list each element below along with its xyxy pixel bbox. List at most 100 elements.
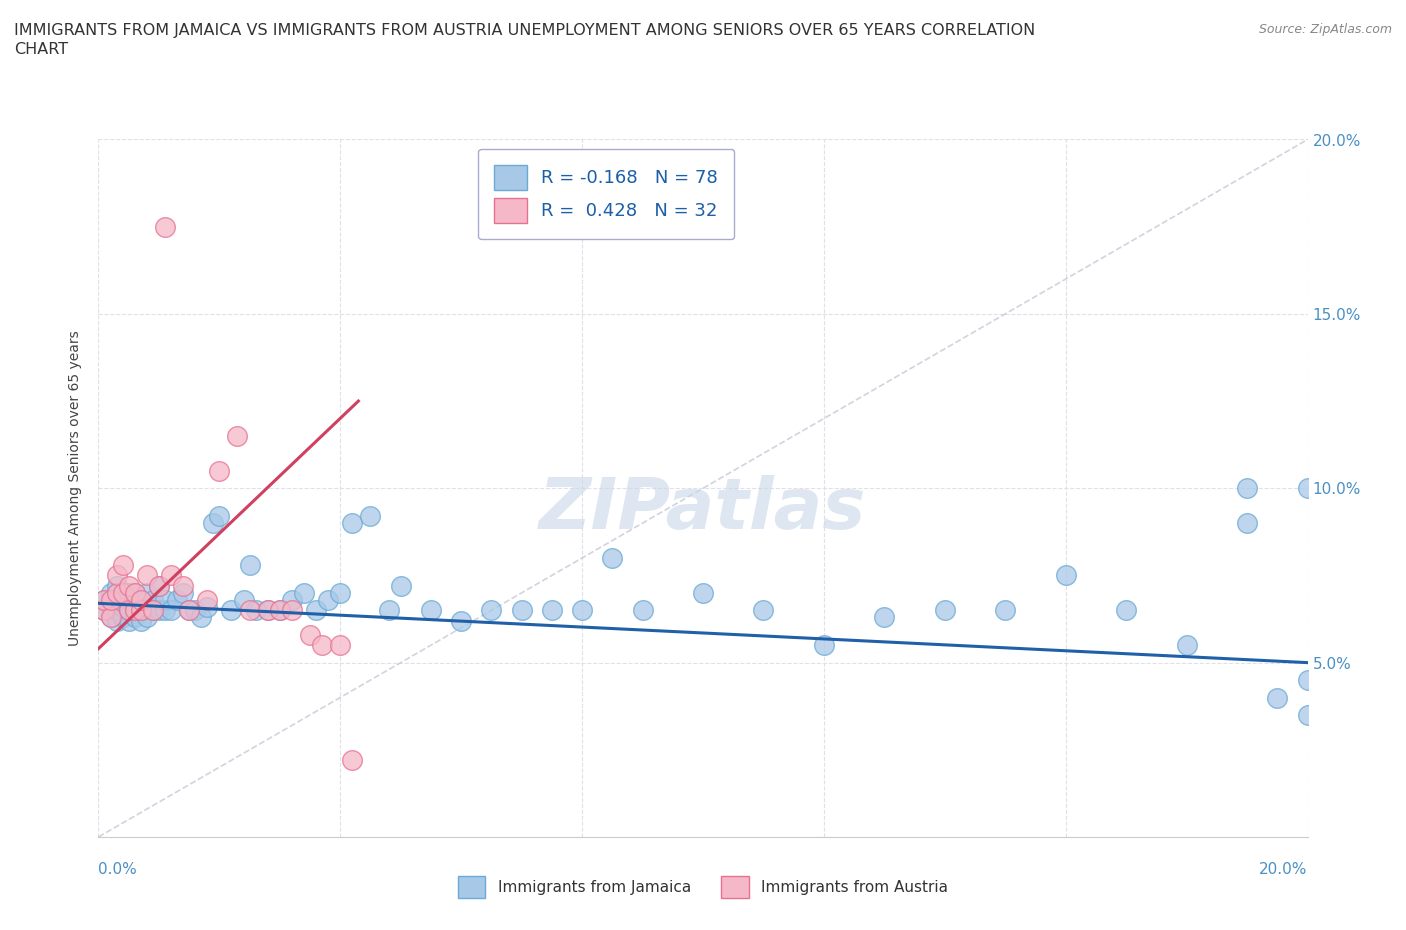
Point [93, 603, 115, 618]
Point [124, 600, 146, 615]
Point [195, 592, 218, 607]
Point [160, 568, 183, 583]
Point [135, 600, 157, 615]
Point [281, 592, 304, 607]
Text: 20.0%: 20.0% [1260, 862, 1308, 877]
Point [245, 603, 267, 618]
Point [256, 603, 278, 618]
Point [172, 578, 194, 593]
Point [135, 586, 157, 601]
Point [105, 592, 128, 607]
Legend: Immigrants from Jamaica, Immigrants from Austria: Immigrants from Jamaica, Immigrants from… [451, 870, 955, 904]
Point [93, 603, 115, 618]
Point [118, 586, 141, 601]
Point [118, 614, 141, 629]
Point [142, 603, 165, 618]
Point [118, 592, 141, 607]
Point [342, 753, 364, 768]
Point [124, 586, 146, 601]
Point [208, 509, 231, 524]
Point [752, 603, 775, 618]
Point [111, 586, 134, 601]
Point [813, 638, 835, 653]
Point [1236, 515, 1258, 530]
Point [571, 603, 593, 618]
Point [360, 509, 382, 524]
Point [208, 463, 231, 478]
Point [148, 578, 170, 593]
Point [93, 592, 115, 607]
Point [256, 603, 278, 618]
Point [481, 603, 503, 618]
Point [994, 603, 1017, 618]
Point [105, 614, 128, 629]
Point [305, 603, 328, 618]
Point [239, 603, 262, 618]
Point [420, 603, 443, 618]
Point [105, 603, 128, 618]
Point [195, 600, 218, 615]
Point [124, 586, 146, 601]
Text: ZIPatlas: ZIPatlas [540, 474, 866, 544]
Point [129, 592, 152, 607]
Point [124, 603, 146, 618]
Point [148, 603, 170, 618]
Point [129, 603, 152, 618]
Point [142, 592, 165, 607]
Point [111, 600, 134, 615]
Point [118, 603, 141, 618]
Point [342, 515, 364, 530]
Point [377, 603, 399, 618]
Point [184, 603, 207, 618]
Point [105, 586, 128, 601]
Point [239, 558, 262, 573]
Point [100, 610, 122, 625]
Point [100, 610, 122, 625]
Point [135, 610, 157, 625]
Point [1115, 603, 1137, 618]
Text: IMMIGRANTS FROM JAMAICA VS IMMIGRANTS FROM AUSTRIA UNEMPLOYMENT AMONG SENIORS OV: IMMIGRANTS FROM JAMAICA VS IMMIGRANTS FR… [14, 23, 1035, 38]
Point [153, 219, 176, 234]
Point [153, 592, 176, 607]
Point [111, 586, 134, 601]
Point [1296, 481, 1319, 496]
Point [105, 578, 128, 593]
Point [129, 592, 152, 607]
Point [1236, 481, 1258, 496]
Text: Source: ZipAtlas.com: Source: ZipAtlas.com [1258, 23, 1392, 36]
Point [118, 603, 141, 618]
Text: 0.0%: 0.0% [98, 862, 138, 877]
Point [190, 610, 212, 625]
Point [329, 638, 352, 653]
Point [540, 603, 562, 618]
Point [105, 568, 128, 583]
Point [602, 551, 624, 565]
Point [135, 568, 157, 583]
Point [111, 610, 134, 625]
Point [124, 610, 146, 625]
Point [226, 429, 249, 444]
Point [166, 592, 188, 607]
Point [142, 603, 165, 618]
Y-axis label: Unemployment Among Seniors over 65 years: Unemployment Among Seniors over 65 years [69, 330, 83, 646]
Point [329, 586, 352, 601]
Point [1296, 708, 1319, 723]
Point [269, 603, 291, 618]
Point [148, 578, 170, 593]
Point [631, 603, 654, 618]
Point [934, 603, 956, 618]
Point [316, 592, 339, 607]
Point [1175, 638, 1198, 653]
Point [510, 603, 533, 618]
Point [692, 586, 714, 601]
Point [153, 603, 176, 618]
Point [100, 600, 122, 615]
Point [1267, 690, 1289, 705]
Point [292, 586, 315, 601]
Legend: R = -0.168   N = 78, R =  0.428   N = 32: R = -0.168 N = 78, R = 0.428 N = 32 [478, 149, 734, 239]
Point [221, 603, 243, 618]
Point [1296, 672, 1319, 687]
Point [100, 586, 122, 601]
Text: CHART: CHART [14, 42, 67, 57]
Point [179, 603, 201, 618]
